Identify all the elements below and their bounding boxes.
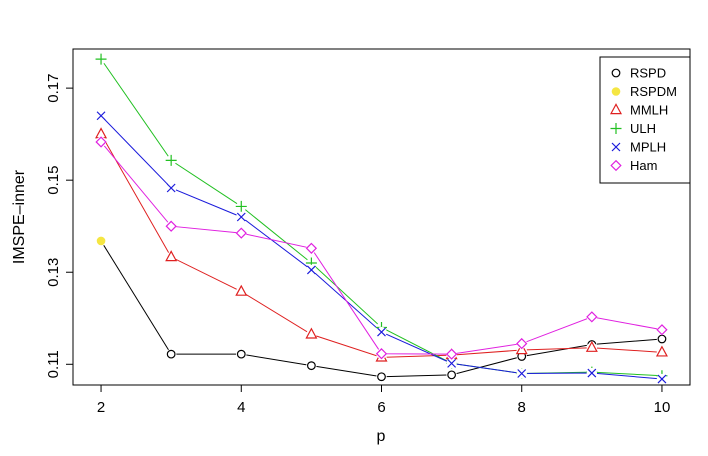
point-gap-ham (165, 221, 177, 232)
data-point-ham (235, 227, 247, 239)
point-gap-mmlh (236, 286, 247, 297)
point-gap-mmlh (165, 251, 177, 263)
data-point-rspd (236, 349, 246, 359)
data-point-ulh (235, 200, 247, 212)
data-point-ham (95, 136, 107, 148)
data-point-mplh (377, 327, 386, 337)
legend-marker-mplh (611, 142, 621, 152)
point-gap-ham (306, 243, 317, 254)
data-point-rspd (306, 361, 316, 371)
y-axis-title: IMSPE–inner (11, 169, 28, 264)
legend-marker-rspdm (611, 87, 621, 96)
point-gap-ham (95, 136, 107, 148)
data-point-mmlh (235, 284, 248, 296)
x-tick-label: 2 (97, 399, 105, 416)
series-line-connector (100, 240, 172, 355)
data-point-ham (516, 337, 528, 350)
data-point-mmlh (165, 250, 178, 262)
y-tick-label: 0.17 (45, 74, 62, 103)
data-point-rspd (447, 370, 457, 380)
y-axis: 0.11 0.13 0.15 0.17 (45, 74, 73, 378)
data-point-mmlh (655, 345, 668, 357)
legend-label-ham: Ham (630, 158, 657, 173)
data-point-ulh (95, 53, 107, 65)
legend-label-rspdm: RSPDM (630, 84, 677, 99)
data-point-ham (656, 324, 668, 336)
point-gap-mmlh (586, 342, 598, 353)
x-tick-label: 10 (654, 399, 671, 416)
x-axis-title: p (377, 428, 386, 445)
y-tick-label: 0.11 (45, 350, 62, 378)
data-point-mmlh (305, 327, 318, 339)
point-gap-ham (516, 338, 527, 349)
data-point-mplh (657, 374, 667, 384)
data-point-rspd (377, 372, 386, 382)
data-point-ulh (165, 154, 177, 166)
legend-label-mmlh: MMLH (630, 103, 668, 118)
legend-marker-mmlh (609, 103, 623, 115)
point-gap-mmlh (656, 347, 668, 358)
data-point-mplh (306, 265, 316, 275)
legend-marker-ham (610, 159, 622, 172)
data-point-ham (165, 220, 177, 232)
data-point-ham (586, 311, 598, 323)
data-point-mplh (166, 183, 176, 193)
point-gap-mmlh (306, 329, 317, 340)
data-point-mplh (587, 368, 597, 378)
x-tick-label: 8 (518, 399, 526, 416)
series-points (95, 53, 668, 385)
x-tick-label: 4 (237, 399, 245, 416)
data-point-mplh (96, 111, 106, 121)
x-axis: 2 4 6 8 10 (97, 385, 670, 416)
point-gap-ham (376, 348, 387, 359)
data-point-ham (375, 348, 388, 360)
data-point-mplh (517, 369, 527, 378)
data-point-mmlh (515, 343, 528, 355)
y-tick-label: 0.13 (45, 258, 62, 287)
data-point-mplh (236, 212, 246, 222)
point-gap-ham (446, 348, 457, 360)
legend: RSPD RSPDM MMLH ULH MPLH Ham (599, 56, 691, 184)
data-point-mplh (447, 358, 457, 368)
x-tick-label: 6 (377, 399, 385, 416)
series-line-rspd (171, 338, 662, 378)
legend-label-mplh: MPLH (630, 140, 666, 155)
legend-marker-ulh (610, 123, 622, 134)
data-point-rspd (166, 349, 176, 359)
point-gap-mmlh (95, 128, 107, 140)
data-point-rspdm (96, 236, 106, 246)
legend-marker-rspd (611, 68, 621, 78)
legend-label-ulh: ULH (630, 121, 656, 136)
point-gap-ham (656, 324, 668, 335)
point-gap-ham (236, 227, 247, 239)
series-line-mplh (100, 115, 662, 380)
y-tick-label: 0.15 (45, 166, 62, 195)
data-point-ham (445, 348, 458, 360)
data-point-mmlh (585, 340, 598, 352)
legend-label-rspd: RSPD (630, 66, 666, 81)
data-point-ham (305, 242, 318, 254)
point-gap-ham (586, 311, 598, 323)
